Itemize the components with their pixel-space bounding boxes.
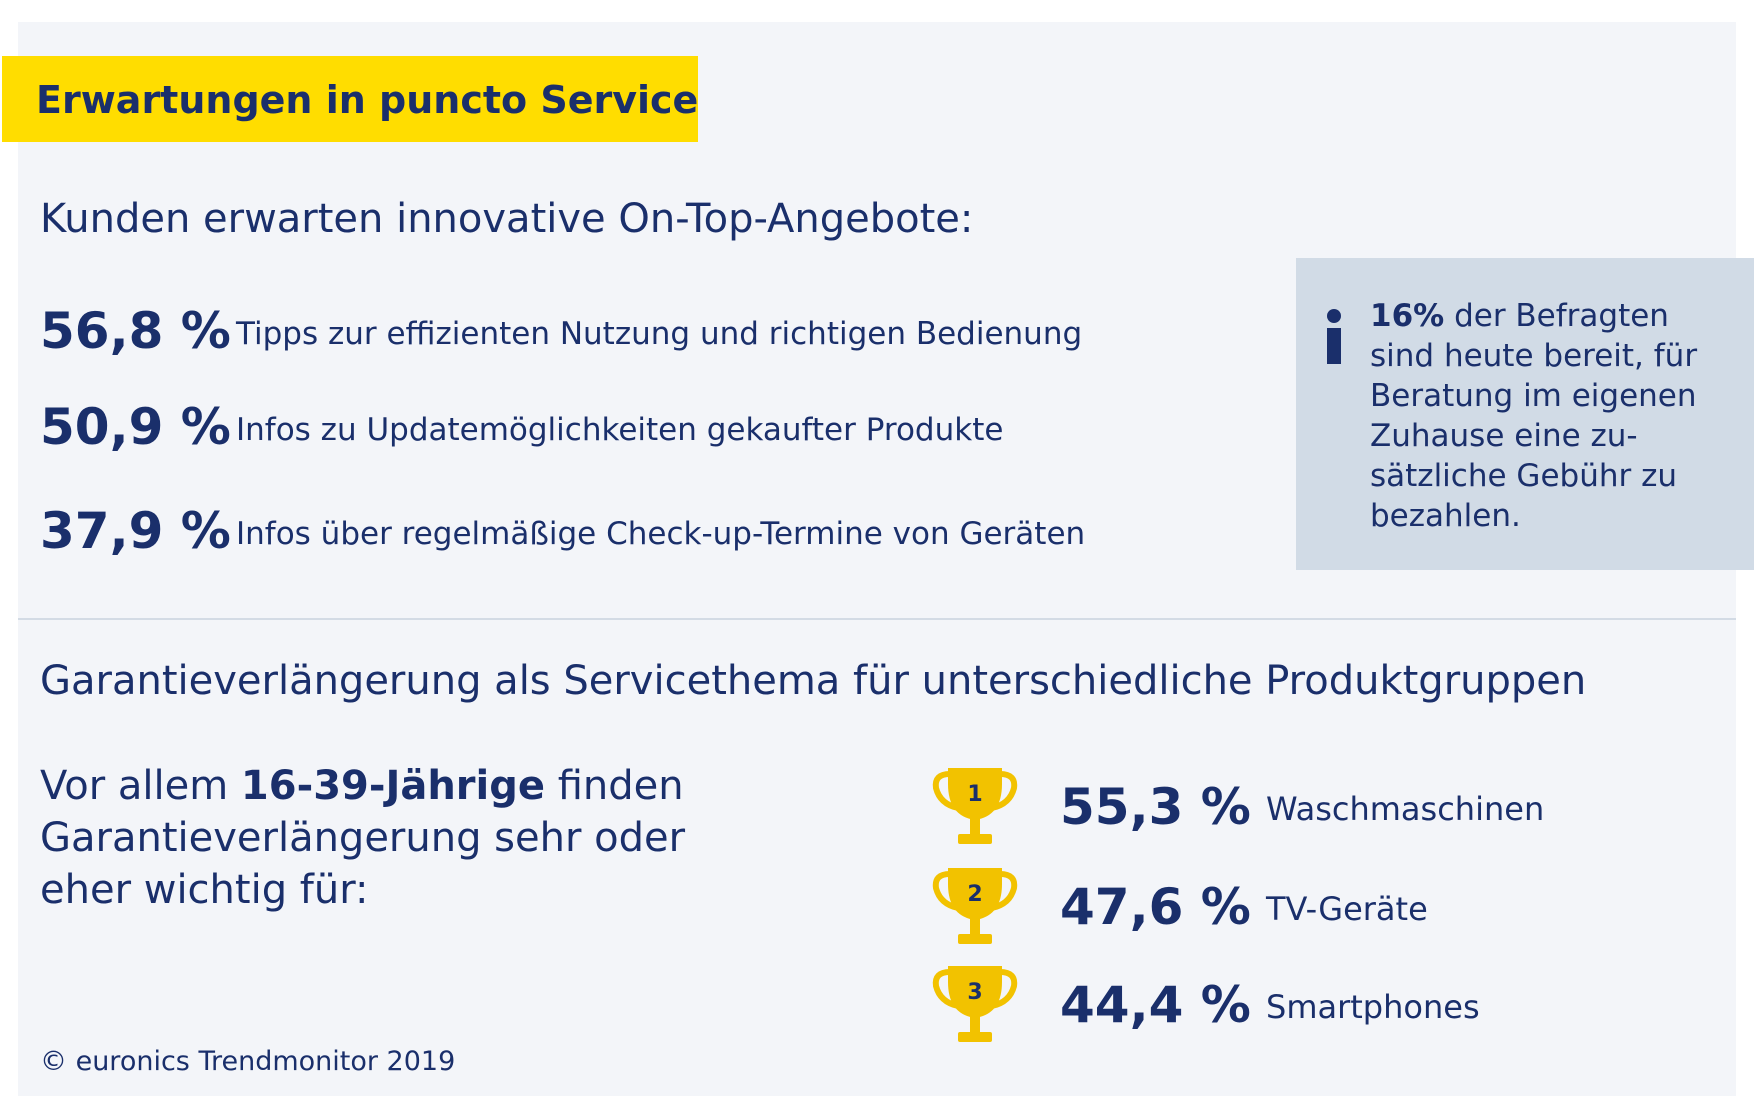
offer-label: Infos zu Updatemöglichkeiten gekaufter P…	[236, 412, 1004, 448]
ranking-item: 1 55,3 % Waschmaschinen	[930, 764, 1710, 854]
info-highlight: 16%	[1370, 298, 1445, 334]
ranking-label: TV-Geräte	[1266, 890, 1428, 928]
trophy-icon: 1	[932, 768, 1018, 844]
ranking-value: 44,4 %	[1060, 976, 1251, 1034]
intro-text: Garantieverlängerung sehr oder	[40, 815, 686, 861]
title-banner	[2, 56, 698, 142]
offer-value: 56,8 %	[40, 302, 231, 360]
trophy-rank: 2	[967, 882, 982, 907]
info-icon	[1327, 309, 1341, 364]
ranking-value: 47,6 %	[1060, 878, 1251, 936]
ranking-item: 2 47,6 % TV-Geräte	[930, 864, 1710, 954]
info-box: 16% der Befragten sind heute bereit, für…	[1296, 258, 1754, 570]
ranking-label: Waschmaschinen	[1266, 790, 1545, 828]
info-line: Beratung im eigenen	[1370, 378, 1697, 414]
trophy-rank: 3	[967, 980, 982, 1005]
copyright-footer: © euronics Trendmonitor 2019	[40, 1046, 456, 1077]
info-line: sätzliche Gebühr zu	[1370, 458, 1678, 494]
intro-highlight: 16-39-Jährige	[240, 763, 546, 809]
section-divider	[18, 618, 1736, 620]
info-line: sind heute bereit, für	[1370, 338, 1698, 374]
info-line: bezahlen.	[1370, 498, 1521, 534]
offer-value: 37,9 %	[40, 502, 231, 560]
intro-text: eher wichtig für:	[40, 867, 369, 913]
offer-label: Infos über regelmäßige Check-up-Termine …	[236, 516, 1086, 552]
trophy-icon: 2	[932, 868, 1018, 944]
page-title: Erwartungen in puncto Service	[36, 78, 699, 122]
offer-label: Tipps zur effizienten Nutzung und richti…	[236, 316, 1083, 352]
warranty-intro: Vor allem 16-39-Jährige finden Garantiev…	[40, 760, 740, 916]
ranking-item: 3 44,4 % Smartphones	[930, 962, 1710, 1052]
info-line: Zuhause eine zu-	[1370, 418, 1638, 454]
intro-text: finden	[557, 763, 684, 809]
trophy-rank: 1	[967, 782, 982, 807]
section-heading-offers: Kunden erwarten innovative On-Top-Angebo…	[40, 196, 974, 242]
intro-text: Vor allem	[40, 763, 229, 809]
info-line: der Befragten	[1454, 298, 1669, 334]
ranking-value: 55,3 %	[1060, 778, 1251, 836]
ranking-label: Smartphones	[1266, 988, 1480, 1026]
trophy-icon: 3	[932, 966, 1018, 1042]
offer-value: 50,9 %	[40, 398, 231, 456]
info-text: 16% der Befragten sind heute bereit, für…	[1370, 296, 1730, 536]
section-heading-warranty: Garantieverlängerung als Servicethema fü…	[40, 658, 1587, 704]
